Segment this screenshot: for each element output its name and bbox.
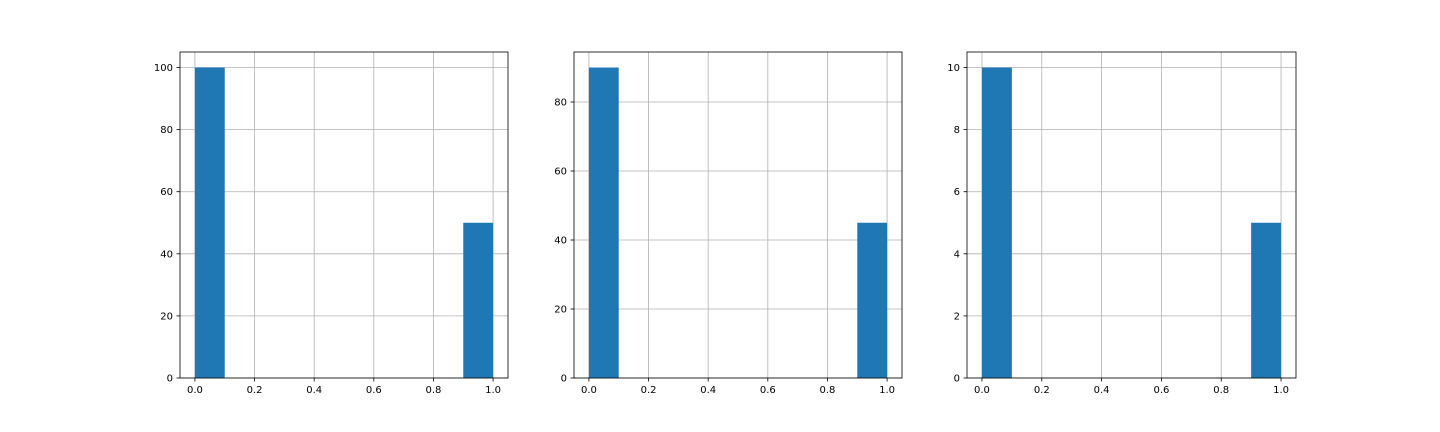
- x-tick-label: 0.2: [247, 385, 263, 396]
- subplot-2: 0.0 0.2 0.4 0.6 0.8 1.0 0 20 40 60 80: [554, 51, 903, 396]
- histogram-bar-2: [1251, 222, 1282, 378]
- x-tick-label: 0.8: [820, 385, 836, 396]
- x-tick-label: 0.6: [1153, 385, 1169, 396]
- y-tick-label: 0: [167, 374, 173, 385]
- x-tick-label: 0.0: [581, 385, 597, 396]
- subplot-3: 0.0 0.2 0.4 0.6 0.8 1.0 0 2 4 6 8 10: [947, 51, 1297, 396]
- x-tick-label: 0.0: [974, 385, 990, 396]
- x-tick-label: 1.0: [879, 385, 895, 396]
- histogram-bar-1: [194, 67, 225, 379]
- axes-frame: [966, 51, 1297, 379]
- x-tick-label: 0.6: [760, 385, 776, 396]
- subplot-1: 0.0 0.2 0.4 0.6 0.8 1.0 0 20 40 60 80 100: [154, 51, 509, 396]
- y-tick-label: 6: [954, 187, 960, 198]
- y-tick-label: 4: [954, 249, 960, 260]
- x-tick-label: 0.4: [700, 385, 716, 396]
- x-tick-label: 0.8: [1213, 385, 1229, 396]
- y-tick-label: 100: [154, 63, 173, 74]
- y-tick-label: 0: [561, 374, 567, 385]
- histogram-bar-2: [463, 222, 494, 378]
- x-tick-label: 0.8: [426, 385, 442, 396]
- y-tick-label: 60: [160, 187, 173, 198]
- y-tick-label: 20: [554, 305, 567, 316]
- y-tick-label: 10: [947, 63, 960, 74]
- y-tick-label: 60: [554, 167, 567, 178]
- axes-frame: [179, 51, 509, 379]
- y-tick-label: 40: [554, 236, 567, 247]
- y-tick-label: 80: [554, 98, 567, 109]
- x-tick-label: 0.2: [641, 385, 657, 396]
- x-tick-label: 1.0: [485, 385, 501, 396]
- axes-frame: [573, 51, 903, 379]
- x-tick-label: 0.4: [1094, 385, 1110, 396]
- y-tick-label: 40: [160, 249, 173, 260]
- histogram-bar-1: [981, 67, 1012, 379]
- y-tick-label: 2: [954, 311, 960, 322]
- x-tick-label: 0.6: [366, 385, 382, 396]
- y-tick-label: 0: [954, 374, 960, 385]
- histogram-bar-1: [588, 67, 619, 379]
- y-tick-label: 8: [954, 125, 960, 136]
- x-tick-label: 1.0: [1273, 385, 1289, 396]
- y-tick-label: 20: [160, 311, 173, 322]
- x-tick-label: 0.4: [306, 385, 322, 396]
- x-tick-label: 0.0: [187, 385, 203, 396]
- histogram-bar-2: [857, 222, 888, 378]
- x-tick-label: 0.2: [1034, 385, 1050, 396]
- y-tick-label: 80: [160, 125, 173, 136]
